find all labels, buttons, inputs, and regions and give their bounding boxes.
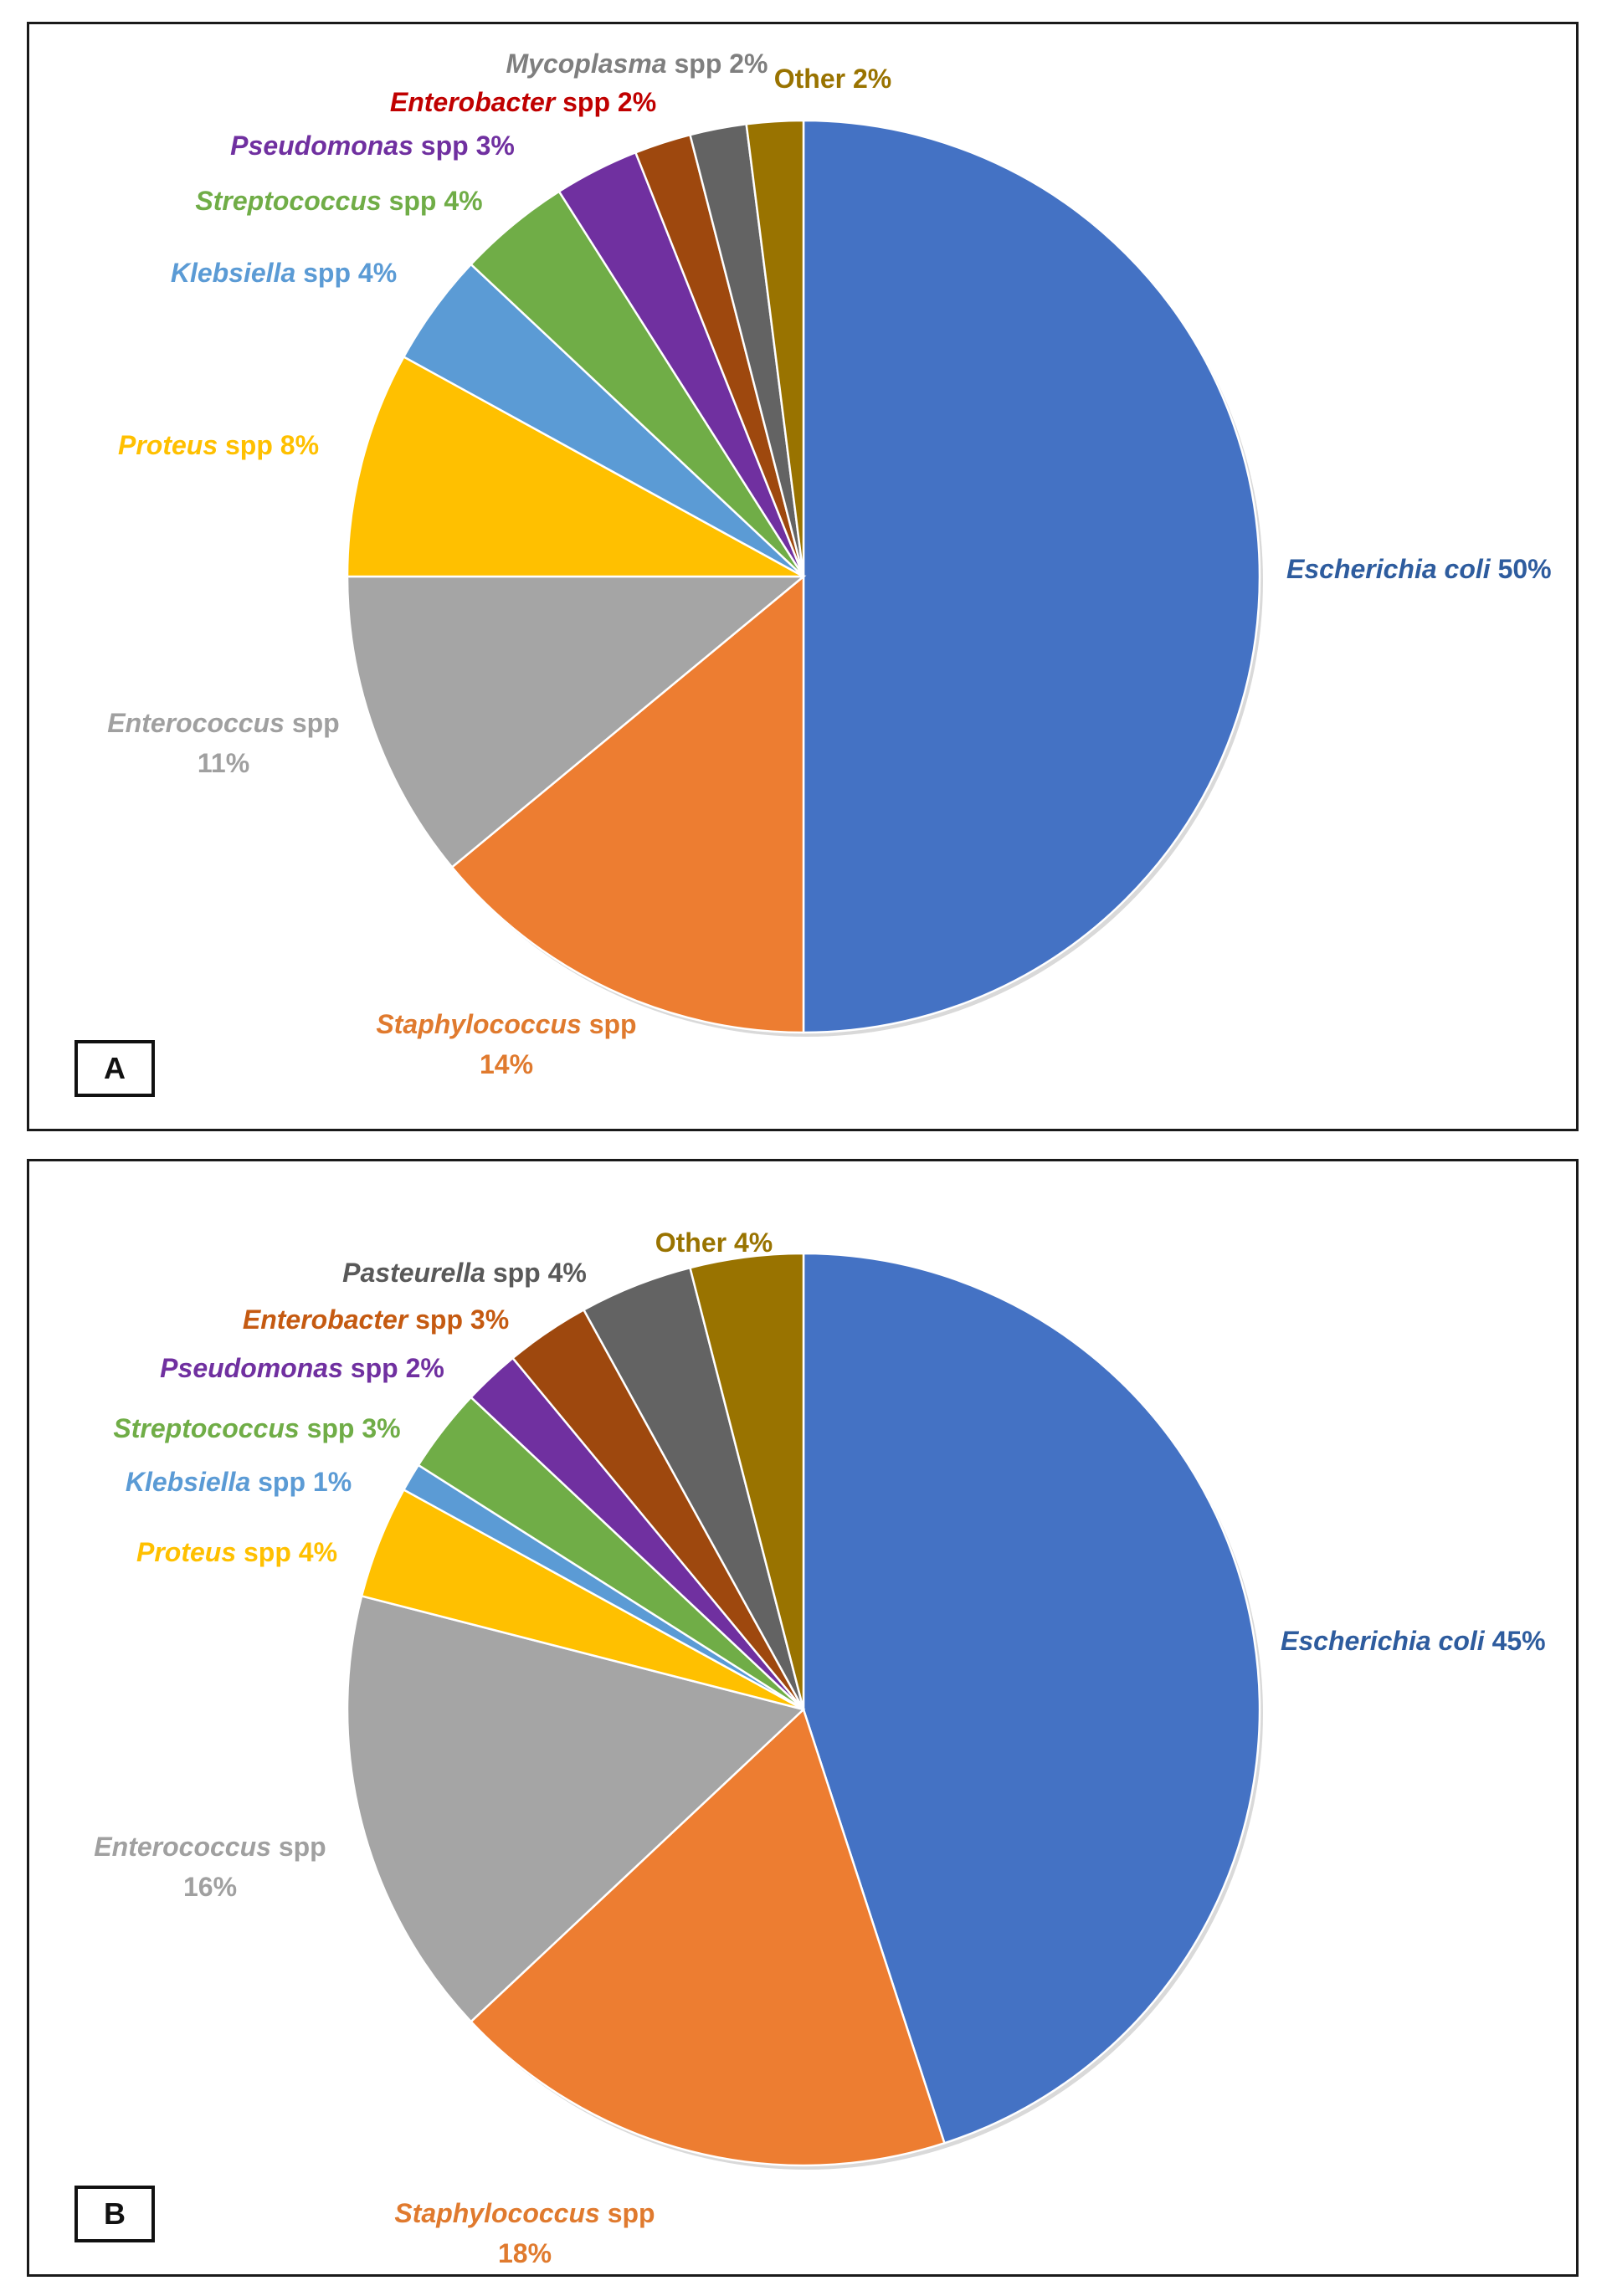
slice-label-genus: Proteus: [136, 1537, 236, 1567]
slice-label-value: 16%: [183, 1872, 237, 1902]
slice-label-klebsiella: Klebsiella spp 4%: [171, 258, 397, 288]
pie-chart-panel-b: Escherichia coli 45% Staphylococcus spp 18…: [27, 1159, 1579, 2277]
slice-label-staphylococcus: Staphylococcus spp 14%: [376, 1009, 636, 1079]
slice-label-value: spp 3%: [408, 1304, 509, 1335]
slice-label-streptococcus: Streptococcus spp 4%: [195, 186, 482, 216]
slice-label-genus: Klebsiella: [126, 1467, 250, 1497]
slice-label-suffix: spp: [285, 708, 340, 738]
pie-slice-other: [745, 119, 805, 577]
pie-slice-staphylococcus: [450, 574, 805, 1034]
slice-label-genus: Streptococcus: [195, 186, 381, 216]
slice-label-genus: Mycoplasma: [506, 49, 667, 79]
slice-label-enterococcus: Enterococcus spp 11%: [107, 708, 339, 778]
panel-letter-b: B: [74, 2186, 155, 2242]
slice-label-value: 50%: [1491, 554, 1552, 584]
slice-label-value: 18%: [498, 2238, 552, 2268]
slice-label-value: spp 2%: [667, 49, 768, 79]
slice-label-genus: Other: [774, 64, 845, 94]
slice-label-value: 14%: [480, 1049, 533, 1079]
slice-label-enterococcus: Enterococcus spp 16%: [94, 1832, 326, 1902]
slice-label-pseudomonas: Pseudomonas spp 3%: [230, 131, 515, 161]
slice-label-value: 45%: [1485, 1626, 1546, 1656]
slice-label-proteus: Proteus spp 4%: [136, 1537, 337, 1567]
slice-label-enterobacter: Enterobacter spp 3%: [243, 1304, 509, 1335]
slice-label-value: 11%: [198, 748, 249, 778]
slice-label-other: Other 2%: [774, 64, 891, 94]
slice-label-escherichia-coli: Escherichia coli 50%: [1286, 554, 1552, 584]
pie-slice-staphylococcus: [469, 1707, 946, 2167]
pie-chart-a: Escherichia coli 50% Staphylococcus spp 14…: [107, 49, 1552, 1079]
slice-label-streptococcus: Streptococcus spp 3%: [113, 1413, 400, 1443]
slice-label-value: spp 4%: [236, 1537, 337, 1567]
slice-label-pasteurella: Pasteurella spp 4%: [342, 1258, 587, 1288]
slice-label-proteus: Proteus spp 8%: [118, 430, 319, 460]
slice-label-genus: Staphylococcus: [394, 2198, 599, 2228]
slice-label-genus: Proteus: [118, 430, 218, 460]
pie-slice-enterococcus: [346, 1594, 806, 2023]
slice-label-other: Other 4%: [655, 1227, 773, 1258]
slice-label-genus: Pseudomonas: [230, 131, 413, 161]
slice-label-genus: Klebsiella: [171, 258, 295, 288]
slice-label-value: spp 3%: [413, 131, 515, 161]
slice-label-mycoplasma: Mycoplasma spp 2%: [506, 49, 768, 79]
slice-label-escherichia-coli: Escherichia coli 45%: [1281, 1626, 1546, 1656]
slice-label-genus: Other: [655, 1227, 726, 1258]
pie-slice-escherichia-coli: [802, 119, 1261, 1034]
slice-label-klebsiella: Klebsiella spp 1%: [126, 1467, 352, 1497]
slice-label-genus: Enterococcus: [107, 708, 285, 738]
pie-slice-escherichia-coli: [802, 1252, 1261, 2145]
slice-label-genus: Escherichia coli: [1281, 1626, 1486, 1656]
slice-label-genus: Pseudomonas: [160, 1353, 343, 1383]
slice-label-value: spp 2%: [343, 1353, 444, 1383]
pie-slice-enterococcus: [346, 575, 807, 869]
pie-chart-b: Escherichia coli 45% Staphylococcus spp 18…: [94, 1227, 1546, 2268]
slice-label-suffix: spp: [271, 1832, 326, 1862]
slice-label-genus: Staphylococcus: [376, 1009, 581, 1039]
slice-label-value: spp 2%: [555, 87, 656, 117]
slice-label-value: 2%: [845, 64, 891, 94]
slice-label-staphylococcus: Staphylococcus spp 18%: [394, 2198, 655, 2268]
slice-label-value: spp 4%: [295, 258, 397, 288]
slice-label-genus: Escherichia coli: [1286, 554, 1491, 584]
slice-label-genus: Enterococcus: [94, 1832, 271, 1862]
slice-label-value: spp 3%: [300, 1413, 401, 1443]
panel-letter-a: A: [74, 1040, 155, 1097]
slice-label-value: spp 8%: [218, 430, 319, 460]
slice-label-suffix: spp: [600, 2198, 655, 2228]
slice-label-genus: Enterobacter: [243, 1304, 409, 1335]
slice-label-value: spp 4%: [485, 1258, 587, 1288]
slice-label-suffix: spp: [582, 1009, 637, 1039]
pie-slice-other: [688, 1252, 805, 1710]
slice-label-pseudomonas: Pseudomonas spp 2%: [160, 1353, 444, 1383]
pie-slice-proteus: [346, 355, 804, 578]
slice-label-enterobacter: Enterobacter spp 2%: [390, 87, 656, 117]
slice-label-genus: Streptococcus: [113, 1413, 299, 1443]
slice-label-value: spp 4%: [382, 186, 483, 216]
slice-label-value: 4%: [726, 1227, 773, 1258]
slice-label-genus: Enterobacter: [390, 87, 557, 117]
slice-label-genus: Pasteurella: [342, 1258, 485, 1288]
slice-label-value: spp 1%: [250, 1467, 352, 1497]
pie-chart-panel-a: Escherichia coli 50% Staphylococcus spp 14…: [27, 22, 1579, 1131]
